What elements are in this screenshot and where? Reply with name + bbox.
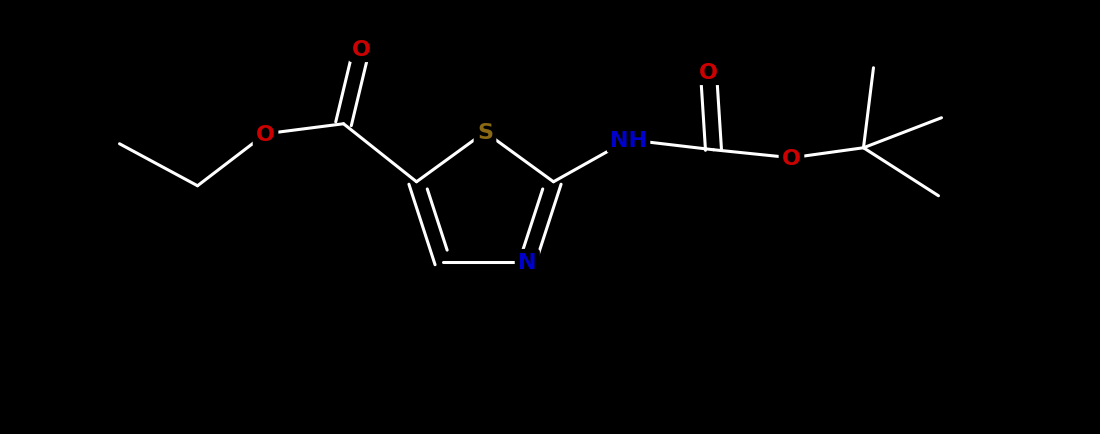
Text: O: O	[256, 125, 275, 145]
Text: S: S	[477, 123, 493, 143]
Text: N: N	[518, 253, 537, 273]
Text: O: O	[698, 62, 718, 82]
Text: O: O	[352, 39, 371, 59]
Text: NH: NH	[610, 131, 647, 151]
Text: O: O	[782, 148, 801, 168]
